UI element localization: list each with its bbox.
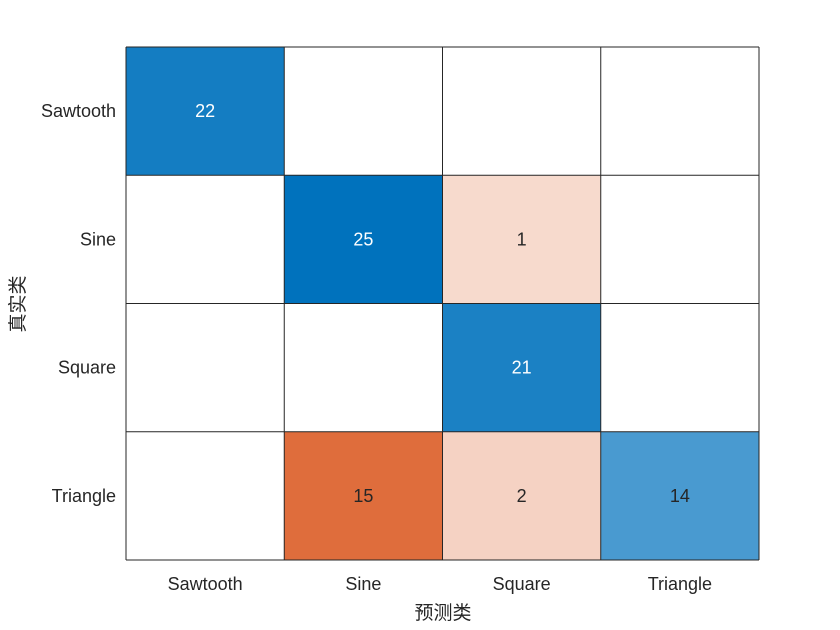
cell-value-label: 22 (195, 101, 215, 121)
x-tick-label: Sawtooth (168, 574, 243, 594)
matrix-cell (600, 303, 759, 432)
matrix-cell (600, 431, 759, 560)
matrix-cell (600, 175, 759, 304)
matrix-cell (284, 175, 443, 304)
cell-value-label: 25 (353, 229, 373, 249)
cell-value-label: 21 (512, 358, 532, 378)
matrix-cell (126, 47, 285, 176)
cell-value-label: 15 (353, 486, 373, 506)
y-axis-label: 真实类 (7, 275, 29, 332)
matrix-cell (442, 431, 601, 560)
y-tick-label: Sawtooth (41, 101, 116, 121)
cell-value-label: 1 (517, 229, 527, 249)
y-tick-labels: Sawtooth Sine Square Triangle (41, 101, 116, 506)
matrix-cell (442, 47, 601, 176)
cell-value-label: 14 (670, 486, 690, 506)
matrix-cell (600, 47, 759, 176)
cells-layer (126, 47, 759, 560)
matrix-cell (442, 303, 601, 432)
cell-value-label: 2 (517, 486, 527, 506)
matrix-cell (442, 175, 601, 304)
matrix-cell (284, 431, 443, 560)
x-tick-label: Square (493, 574, 551, 594)
matrix-cell (126, 175, 285, 304)
matrix-cell (126, 303, 285, 432)
x-tick-label: Triangle (648, 574, 712, 594)
cell-labels-layer: 22 25 1 21 15 2 14 (195, 101, 690, 506)
y-tick-label: Triangle (52, 486, 116, 506)
y-tick-label: Square (58, 358, 116, 378)
matrix-cell (126, 431, 285, 560)
x-tick-labels: Sawtooth Sine Square Triangle (168, 574, 712, 594)
x-tick-label: Sine (345, 574, 381, 594)
matrix-cell (284, 47, 443, 176)
x-axis-label: 预测类 (414, 602, 471, 624)
y-tick-label: Sine (80, 229, 116, 249)
grid-lines (125, 46, 760, 561)
matrix-cell (284, 303, 443, 432)
